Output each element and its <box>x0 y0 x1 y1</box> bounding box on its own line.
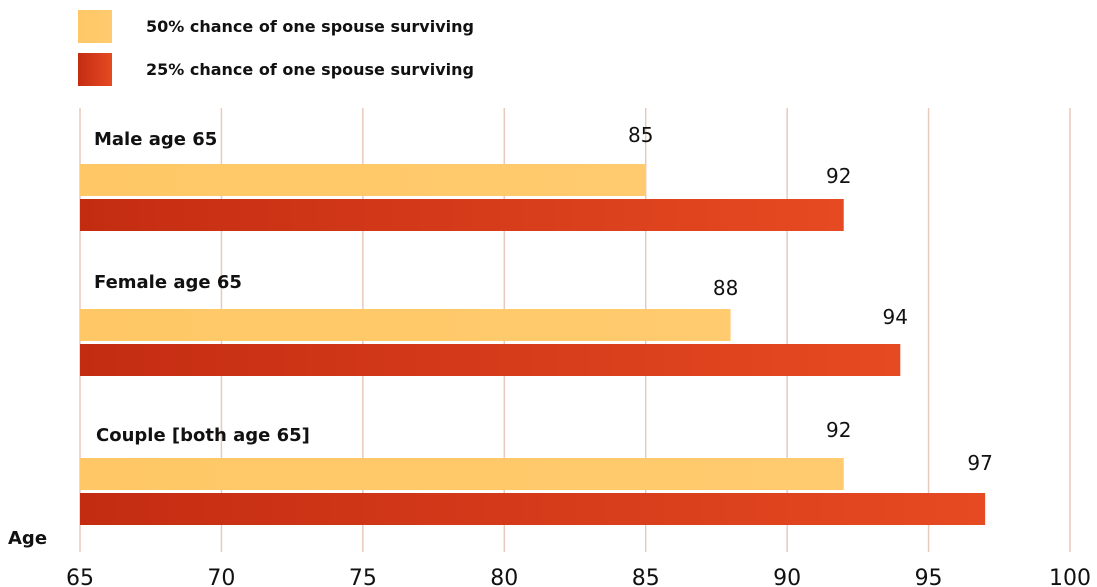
legend: 50% chance of one spouse surviving 25% c… <box>78 10 474 86</box>
legend-swatch <box>78 53 112 86</box>
group-label: Couple [both age 65] <box>96 425 310 446</box>
legend-label: 50% chance of one spouse surviving <box>146 17 474 36</box>
bar <box>80 164 646 196</box>
data-label: 97 <box>967 451 992 475</box>
tick-label: 75 <box>349 566 377 587</box>
tick-label: 90 <box>773 566 801 587</box>
data-label: 92 <box>826 164 851 188</box>
tick-label: 95 <box>915 566 943 587</box>
data-label: 94 <box>883 305 908 329</box>
legend-item: 25% chance of one spouse surviving <box>78 53 474 86</box>
legend-swatch <box>78 10 112 43</box>
data-label: 88 <box>713 276 738 300</box>
tick-label: 100 <box>1049 566 1091 587</box>
value-labels: 85 92 88 94 92 97 <box>628 123 993 475</box>
bar <box>80 309 731 341</box>
legend-label: 25% chance of one spouse surviving <box>146 60 474 79</box>
tick-labels: 65 70 75 80 85 90 95 100 <box>66 566 1091 587</box>
bar <box>80 493 986 525</box>
data-label: 92 <box>826 418 851 442</box>
tick-label: 70 <box>207 566 235 587</box>
x-axis-label: Age <box>8 528 47 549</box>
tick-label: 85 <box>632 566 660 587</box>
bar <box>80 199 844 231</box>
tick-label: 65 <box>66 566 94 587</box>
group-label: Female age 65 <box>94 272 242 293</box>
group-label: Male age 65 <box>94 129 217 150</box>
bar <box>80 458 844 490</box>
data-label: 85 <box>628 123 653 147</box>
bar <box>80 344 901 376</box>
bars <box>80 164 986 525</box>
legend-item: 50% chance of one spouse surviving <box>78 10 474 43</box>
tick-label: 80 <box>490 566 518 587</box>
